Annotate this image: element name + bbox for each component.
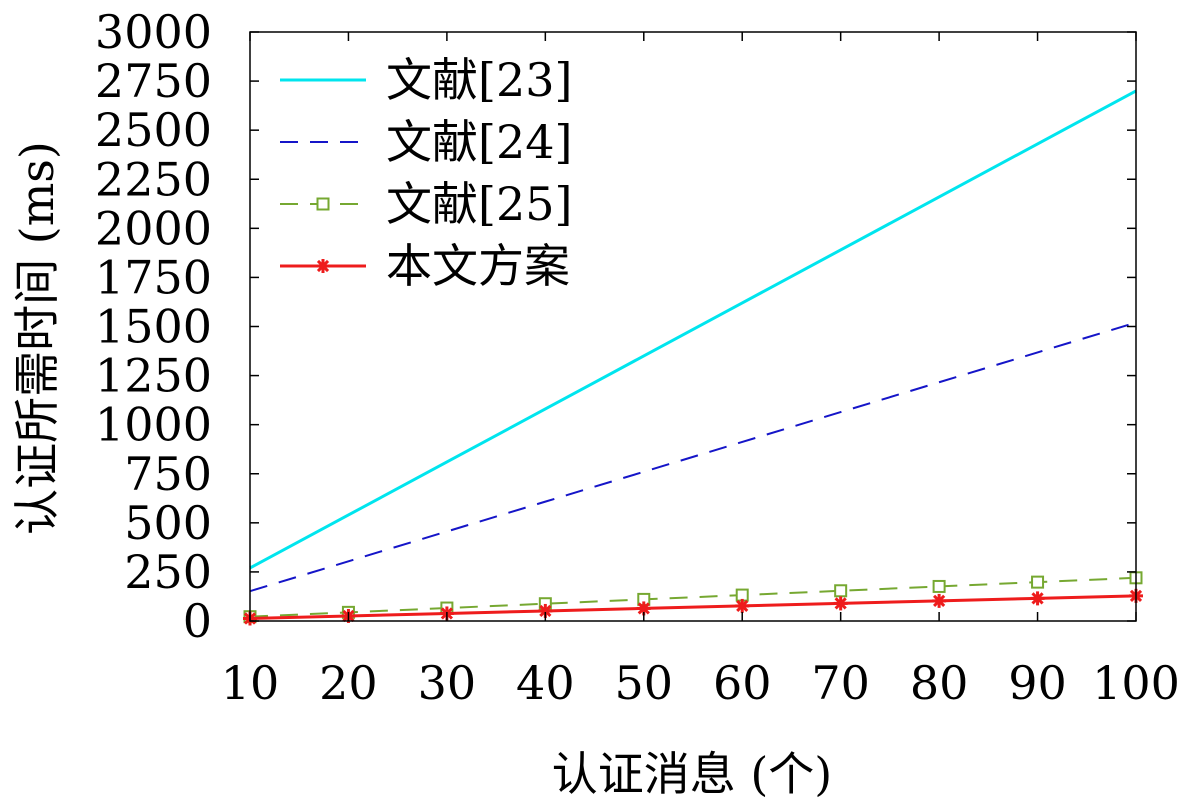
- legend: 文献[23] 文献[24] 文献[25] 本文方案: [280, 53, 572, 293]
- y-tick-label: 1000: [95, 398, 212, 452]
- series-line: [249, 576, 1137, 618]
- y-tick-label: 1500: [95, 300, 212, 354]
- x-tick-label: 50: [615, 656, 674, 710]
- x-tick-label: 80: [910, 656, 969, 710]
- legend-label: 文献[24]: [386, 115, 572, 169]
- y-tick-label: 250: [124, 545, 212, 599]
- x-tick-label: 30: [418, 656, 477, 710]
- plot-frame: [249, 31, 1137, 622]
- series-2: [249, 321, 1137, 593]
- series-line: [249, 89, 1137, 570]
- data-point: [932, 579, 946, 593]
- y-tick-label: 2250: [95, 152, 212, 206]
- y-axis-title: 认证所需时间 (ms): [10, 141, 64, 535]
- x-tick-label: 60: [713, 656, 772, 710]
- legend-entry: 文献[25]: [280, 177, 572, 231]
- x-tick-label: 40: [516, 656, 575, 710]
- y-tick-label: 2750: [95, 54, 212, 108]
- series-1: [249, 89, 1137, 570]
- y-tick-label: 500: [124, 496, 212, 550]
- ticks-layer: 0250500750100012501500175020002250250027…: [95, 5, 1180, 710]
- axes-layer: [249, 31, 1137, 622]
- x-tick-label: 10: [221, 656, 280, 710]
- x-tick-label: 90: [1008, 656, 1067, 710]
- legend-label: 文献[25]: [386, 177, 572, 231]
- legend-entry: 文献[23]: [280, 53, 572, 107]
- series-line: [249, 594, 1137, 620]
- data-point: [834, 584, 848, 598]
- series-4: [243, 588, 1143, 626]
- y-tick-label: 750: [124, 447, 212, 501]
- y-tick-label: 1750: [95, 250, 212, 304]
- y-tick-label: 0: [183, 594, 212, 648]
- y-tick-label: 2500: [95, 103, 212, 157]
- y-tick-label: 3000: [95, 5, 212, 59]
- data-point: [833, 596, 848, 611]
- data-point: [932, 593, 947, 608]
- legend-marker: [316, 259, 330, 273]
- y-tick-label: 1250: [95, 349, 212, 403]
- x-tick-label: 100: [1092, 656, 1180, 710]
- legend-label: 本文方案: [386, 239, 570, 293]
- y-tick-label: 2000: [95, 201, 212, 255]
- data-point: [1031, 575, 1045, 589]
- legend-entry: 文献[24]: [280, 115, 572, 169]
- x-tick-label: 70: [811, 656, 870, 710]
- x-tick-label: 20: [319, 656, 378, 710]
- data-point: [735, 598, 750, 613]
- data-point: [1030, 591, 1045, 606]
- legend-marker: [316, 197, 330, 211]
- legend-entry: 本文方案: [280, 239, 570, 293]
- x-axis-title: 认证消息 (个): [552, 747, 833, 801]
- series-layer: [243, 89, 1143, 626]
- legend-label: 文献[23]: [386, 53, 572, 107]
- series-line: [249, 321, 1137, 593]
